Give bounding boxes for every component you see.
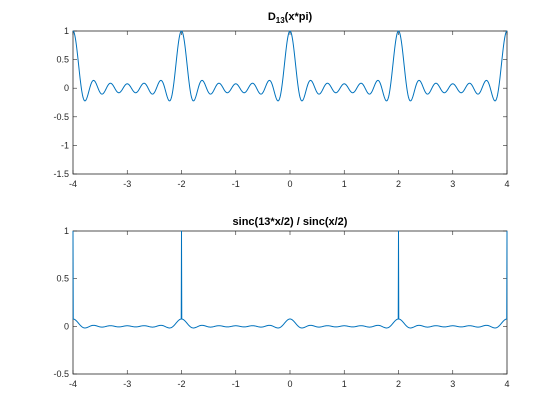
top-plot-title-subscript: 13 [276,16,285,25]
top-x-tick-label: -1 [232,179,240,189]
bottom-x-tick-label: 3 [450,379,455,389]
bottom-sinc-ratio-series-line [72,230,508,329]
top-x-tick-label: 2 [396,179,401,189]
top-y-tick-labels: -1.5 -1 -0.5 0 0.5 1 [53,26,69,179]
top-y-tick-label: 1 [64,26,69,36]
top-dirichlet-series-line [72,30,508,102]
top-y-tick-label: 0.5 [56,55,69,65]
bottom-x-tick-label: -2 [177,379,185,389]
top-x-tick-label: -2 [177,179,185,189]
top-x-tick-label: 3 [450,179,455,189]
bottom-x-tick-label: -3 [123,379,131,389]
bottom-y-tick-label: 0.5 [56,274,69,284]
top-y-tick-label: -1.5 [53,169,69,179]
top-axes-box [72,30,508,175]
top-x-tick-labels: -4 -3 -2 -1 0 1 2 3 4 [69,179,510,189]
bottom-x-tick-label: -4 [69,379,77,389]
bottom-plot-title: sinc(13*x/2) / sinc(x/2) [233,216,348,228]
bottom-subplot: sinc(13*x/2) / sinc(x/2) -4 -3 -2 -1 0 1 2 3 4 -… [53,216,509,389]
top-plot-title: D13(x*pi) [268,11,313,25]
bottom-x-tick-label: 1 [342,379,347,389]
top-x-tick-label: -4 [69,179,77,189]
top-plot-title-suffix: (x*pi) [285,11,313,23]
top-y-tick-label: 0 [64,83,69,93]
bottom-x-tick-labels: -4 -3 -2 -1 0 1 2 3 4 [69,379,510,389]
top-y-tick-label: -1 [61,140,69,150]
top-x-tick-label: 0 [287,179,292,189]
bottom-x-tick-label: -1 [232,379,240,389]
bottom-x-tick-label: 0 [287,379,292,389]
top-x-tick-label: 1 [342,179,347,189]
bottom-x-tick-label: 2 [396,379,401,389]
top-plot-title-main: D [268,11,276,23]
top-subplot: D13(x*pi) -4 -3 -2 -1 0 1 2 3 4 -1.5 -1 -0.5 0 0.5 1 [53,11,509,189]
bottom-y-tick-labels: -0.5 0 0.5 1 [53,226,69,379]
top-x-tick-label: 4 [504,179,509,189]
top-x-tick-label: -3 [123,179,131,189]
bottom-y-tick-label: -0.5 [53,369,69,379]
bottom-x-tick-label: 4 [504,379,509,389]
bottom-axes-box [72,230,508,375]
bottom-y-tick-label: 1 [64,226,69,236]
bottom-y-tick-label: 0 [64,321,69,331]
top-y-tick-label: -0.5 [53,112,69,122]
top-ticks [72,30,508,175]
